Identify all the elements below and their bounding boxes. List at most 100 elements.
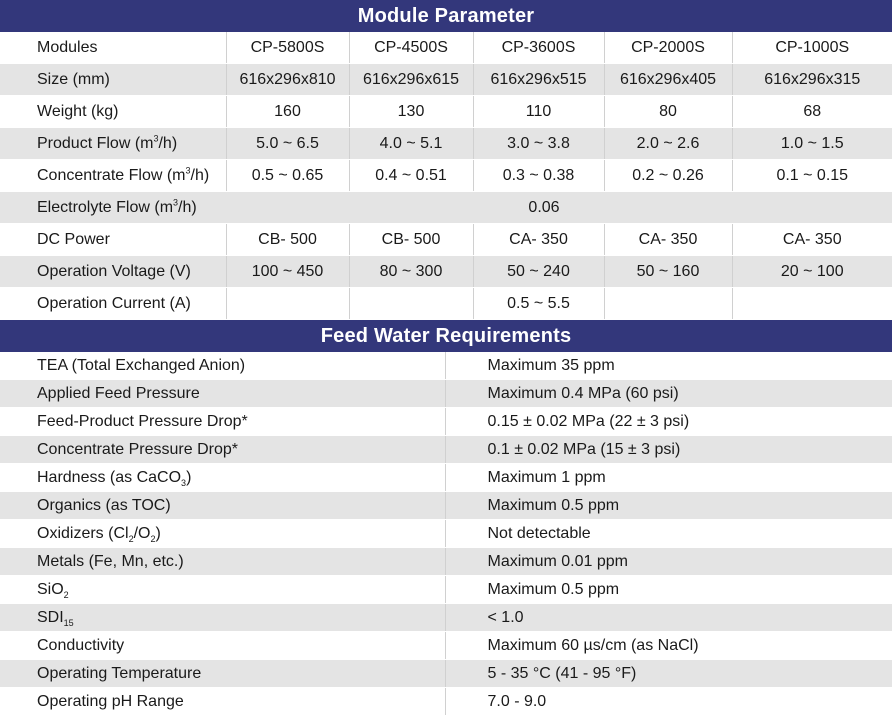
table-cell: 0.4 ~ 0.51 (349, 159, 474, 192)
row-label-modules: Modules (0, 32, 227, 64)
module-parameter-table: Modules CP-5800S CP-4500S CP-3600S CP-20… (0, 32, 892, 320)
table-cell: 0.1 ~ 0.15 (732, 159, 892, 192)
row-label-operation-voltage: Operation Voltage (V) (0, 255, 227, 288)
table-row: Weight (kg) 160 130 110 80 68 (0, 95, 892, 128)
row-value-sdi: < 1.0 (445, 603, 892, 632)
table-cell: 0.5 ~ 5.5 (473, 287, 605, 320)
row-label-concentrate-flow: Concentrate Flow (m3/h) (0, 159, 227, 192)
table-row: Concentrate Pressure Drop* 0.1 ± 0.02 MP… (0, 435, 892, 464)
table-cell: 3.0 ~ 3.8 (473, 127, 605, 160)
table-row: TEA (Total Exchanged Anion) Maximum 35 p… (0, 352, 892, 380)
row-value-organics: Maximum 0.5 ppm (445, 491, 892, 520)
table-cell: 616x296x405 (604, 63, 733, 96)
table-cell: 616x296x515 (473, 63, 605, 96)
row-label-concentrate-drop: Concentrate Pressure Drop* (0, 435, 446, 464)
row-value-concentrate-drop: 0.1 ± 0.02 MPa (15 ± 3 psi) (445, 435, 892, 464)
table-row: Applied Feed Pressure Maximum 0.4 MPa (6… (0, 379, 892, 408)
table-cell: 80 ~ 300 (349, 255, 474, 288)
model-cp-3600s: CP-3600S (473, 32, 605, 64)
module-parameter-title: Module Parameter (0, 0, 892, 32)
row-label-product-flow: Product Flow (m3/h) (0, 127, 227, 160)
row-value-applied-feed-pressure: Maximum 0.4 MPa (60 psi) (445, 379, 892, 408)
table-cell-empty (226, 287, 350, 320)
row-value-feed-product-drop: 0.15 ± 0.02 MPa (22 ± 3 psi) (445, 407, 892, 436)
feed-water-table: TEA (Total Exchanged Anion) Maximum 35 p… (0, 352, 892, 716)
table-row: Operating pH Range 7.0 - 9.0 (0, 687, 892, 716)
row-label-operation-current: Operation Current (A) (0, 287, 227, 320)
row-value-temperature: 5 - 35 °C (41 - 95 °F) (445, 659, 892, 688)
table-row: Hardness (as CaCO3) Maximum 1 ppm (0, 463, 892, 492)
table-cell: 100 ~ 450 (226, 255, 350, 288)
row-label-hardness: Hardness (as CaCO3) (0, 463, 446, 492)
table-row: Organics (as TOC) Maximum 0.5 ppm (0, 491, 892, 520)
table-row: Operation Voltage (V) 100 ~ 450 80 ~ 300… (0, 255, 892, 288)
table-cell: 0.2 ~ 0.26 (604, 159, 733, 192)
row-label-tea: TEA (Total Exchanged Anion) (0, 352, 446, 380)
table-cell: 5.0 ~ 6.5 (226, 127, 350, 160)
table-cell: CB- 500 (226, 223, 350, 256)
table-row: SDI15 < 1.0 (0, 603, 892, 632)
table-row: Operating Temperature 5 - 35 °C (41 - 95… (0, 659, 892, 688)
model-cp-2000s: CP-2000S (604, 32, 733, 64)
row-value-conductivity: Maximum 60 µs/cm (as NaCl) (445, 631, 892, 660)
row-label-electrolyte-flow: Electrolyte Flow (m3/h) (0, 191, 226, 224)
table-row: Modules CP-5800S CP-4500S CP-3600S CP-20… (0, 32, 892, 64)
row-label-temperature: Operating Temperature (0, 659, 446, 688)
row-value-metals: Maximum 0.01 ppm (445, 547, 892, 576)
row-value-hardness: Maximum 1 ppm (445, 463, 892, 492)
row-label-oxidizers: Oxidizers (Cl2/O2) (0, 519, 446, 548)
table-cell: 0.06 (226, 191, 892, 224)
table-cell: 1.0 ~ 1.5 (732, 127, 892, 160)
table-cell: 50 ~ 240 (473, 255, 605, 288)
row-label-metals: Metals (Fe, Mn, etc.) (0, 547, 446, 576)
model-cp-4500s: CP-4500S (349, 32, 474, 64)
row-value-tea: Maximum 35 ppm (445, 352, 892, 380)
table-row: Oxidizers (Cl2/O2) Not detectable (0, 519, 892, 548)
table-cell: 110 (473, 95, 605, 128)
row-value-ph: 7.0 - 9.0 (445, 687, 892, 716)
table-row: Electrolyte Flow (m3/h) 0.06 (0, 191, 892, 224)
table-cell: CA- 350 (473, 223, 605, 256)
table-cell: 2.0 ~ 2.6 (604, 127, 733, 160)
row-value-oxidizers: Not detectable (445, 519, 892, 548)
table-row: Metals (Fe, Mn, etc.) Maximum 0.01 ppm (0, 547, 892, 576)
row-label-ph: Operating pH Range (0, 687, 446, 716)
table-row: SiO2 Maximum 0.5 ppm (0, 575, 892, 604)
row-label-size: Size (mm) (0, 63, 227, 96)
row-label-sdi: SDI15 (0, 603, 446, 632)
table-cell: 160 (226, 95, 350, 128)
table-row: Size (mm) 616x296x810 616x296x615 616x29… (0, 63, 892, 96)
row-label-sio2: SiO2 (0, 575, 446, 604)
table-cell-empty (732, 287, 892, 320)
table-cell: 4.0 ~ 5.1 (349, 127, 474, 160)
table-cell: 80 (604, 95, 733, 128)
table-row: Conductivity Maximum 60 µs/cm (as NaCl) (0, 631, 892, 660)
row-label-feed-product-drop: Feed-Product Pressure Drop* (0, 407, 446, 436)
table-row: Product Flow (m3/h) 5.0 ~ 6.5 4.0 ~ 5.1 … (0, 127, 892, 160)
table-cell: CA- 350 (604, 223, 733, 256)
model-cp-1000s: CP-1000S (732, 32, 892, 64)
row-label-conductivity: Conductivity (0, 631, 446, 660)
table-cell-empty (604, 287, 733, 320)
feed-water-title: Feed Water Requirements (0, 320, 892, 352)
table-row: Operation Current (A) 0.5 ~ 5.5 (0, 287, 892, 320)
table-cell: 50 ~ 160 (604, 255, 733, 288)
table-cell: 0.5 ~ 0.65 (226, 159, 350, 192)
table-cell: 68 (732, 95, 892, 128)
table-cell: 616x296x615 (349, 63, 474, 96)
table-cell: 0.3 ~ 0.38 (473, 159, 605, 192)
table-row: DC Power CB- 500 CB- 500 CA- 350 CA- 350… (0, 223, 892, 256)
table-cell: 616x296x315 (732, 63, 892, 96)
table-cell: CB- 500 (349, 223, 474, 256)
row-value-sio2: Maximum 0.5 ppm (445, 575, 892, 604)
row-label-organics: Organics (as TOC) (0, 491, 446, 520)
table-cell: 616x296x810 (226, 63, 350, 96)
row-label-weight: Weight (kg) (0, 95, 227, 128)
row-label-applied-feed-pressure: Applied Feed Pressure (0, 379, 446, 408)
row-label-dc-power: DC Power (0, 223, 227, 256)
table-cell: 130 (349, 95, 474, 128)
model-cp-5800s: CP-5800S (226, 32, 350, 64)
table-cell: CA- 350 (732, 223, 892, 256)
table-row: Concentrate Flow (m3/h) 0.5 ~ 0.65 0.4 ~… (0, 159, 892, 192)
